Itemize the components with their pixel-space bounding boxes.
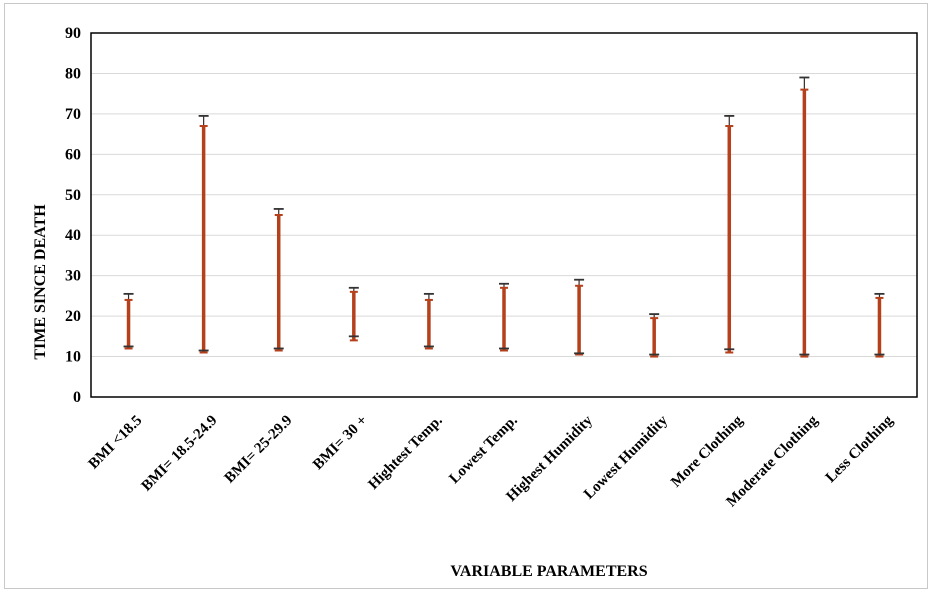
y-tick-label: 50 xyxy=(65,187,81,204)
y-tick-label: 0 xyxy=(73,389,81,406)
y-tick-label: 40 xyxy=(65,227,81,244)
gridlines xyxy=(91,72,917,358)
y-tick-label: 20 xyxy=(65,308,81,325)
x-axis-title: VARIABLE PARAMETERS xyxy=(450,563,647,580)
range-bar xyxy=(423,292,434,350)
y-tick-label: 10 xyxy=(65,349,81,366)
y-tick-label: 90 xyxy=(65,25,81,42)
range-bar xyxy=(348,286,359,342)
range-bar xyxy=(198,115,209,354)
range-bar xyxy=(123,292,134,350)
x-tick-label: BMI <18.5 xyxy=(86,413,146,473)
plot-area xyxy=(90,32,918,398)
y-axis-ticks: 0 10 20 30 40 50 60 70 80 90 xyxy=(65,25,81,406)
x-tick-label: Less Clothing xyxy=(823,412,897,486)
x-tick-label: BMI= 30 + xyxy=(310,413,371,474)
y-axis-title: TIME SINCE DEATH xyxy=(32,204,49,360)
x-tick-label: Hightest Temp. xyxy=(365,412,445,492)
x-tick-label: BMI= 25-29.9 xyxy=(222,413,296,487)
range-bar xyxy=(649,313,660,358)
range-bar xyxy=(724,115,735,354)
y-tick-label: 60 xyxy=(65,146,81,163)
range-bar xyxy=(874,292,885,358)
range-bar xyxy=(799,76,810,358)
range-bar xyxy=(499,282,509,352)
range-bar xyxy=(574,278,585,356)
x-tick-label: BMI= 18.5-24.9 xyxy=(139,413,221,495)
x-tick-label: Lowest Humidity xyxy=(581,412,671,502)
chart-frame: 0 10 20 30 40 50 60 70 80 90 BMI <18.5 BMI= 18.5-2… xyxy=(4,3,928,589)
y-tick-label: 80 xyxy=(65,65,81,82)
x-tick-label: More Clothing xyxy=(668,412,746,490)
y-tick-label: 70 xyxy=(65,106,81,123)
x-tick-label: Lowest Temp. xyxy=(446,412,521,487)
range-bar xyxy=(273,208,284,352)
y-tick-label: 30 xyxy=(65,268,81,285)
range-bars xyxy=(123,76,885,358)
